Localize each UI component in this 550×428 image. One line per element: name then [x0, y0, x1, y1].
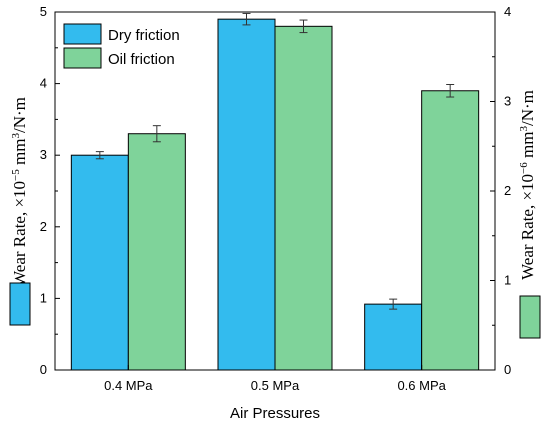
bar-oil-friction-2: [421, 90, 480, 371]
ticks-layer: 0 1 2 3 4 5 0 1 2 3 4 0.4 MPa 0.5 MPa 0.6 MPa: [40, 4, 511, 393]
bar-oil-friction-0: [127, 133, 186, 371]
y-tick-label-left-4: 4: [40, 76, 47, 91]
bar-oil-friction-1: [274, 25, 333, 371]
error-bar-oil-friction-0: [152, 125, 161, 143]
error-bar-dry-friction-1: [242, 12, 251, 26]
x-axis-title: Air Pressures: [230, 405, 320, 422]
error-bar-oil-friction-1: [299, 19, 308, 34]
legend-label-oil-friction: Oil friction: [108, 51, 175, 68]
bar-dry-friction-2: [364, 303, 423, 371]
y-tick-label-left-5: 5: [40, 4, 47, 19]
right-axis-series-swatch: [519, 295, 541, 339]
y-tick-label-left-2: 2: [40, 219, 47, 234]
x-tick-label-0: 0.4 MPa: [104, 378, 153, 393]
y-tick-label-left-3: 3: [40, 147, 47, 162]
x-tick-label-2: 0.6 MPa: [397, 378, 446, 393]
error-bar-oil-friction-2: [446, 83, 455, 98]
error-bars-layer: [95, 12, 455, 310]
legend: Dry friction Oil friction: [63, 23, 180, 69]
legend-swatch-oil-friction: [63, 47, 102, 69]
error-bar-dry-friction-2: [389, 298, 398, 310]
y-tick-label-right-3: 3: [504, 94, 511, 109]
x-tick-label-1: 0.5 MPa: [251, 378, 300, 393]
bars-layer: [70, 18, 480, 371]
bar-dry-friction-0: [70, 154, 129, 371]
y-axis-title-right: Wear Rate, ×10−6 mm3/N·m: [518, 90, 537, 280]
y-tick-label-right-4: 4: [504, 4, 511, 19]
bar-dry-friction-1: [217, 18, 276, 371]
y-tick-label-left-1: 1: [40, 290, 47, 305]
y-axis-title-left: Wear Rate, ×10−5 mm3/N·m: [10, 97, 29, 287]
y-tick-label-right-0: 0: [504, 362, 511, 377]
left-axis-series-swatch: [9, 282, 31, 326]
y-tick-label-right-1: 1: [504, 273, 511, 288]
y-tick-label-left-0: 0: [40, 362, 47, 377]
legend-swatch-dry-friction: [63, 23, 102, 45]
legend-label-dry-friction: Dry friction: [108, 27, 180, 44]
error-bar-dry-friction-0: [95, 151, 104, 160]
y-tick-label-right-2: 2: [504, 183, 511, 198]
